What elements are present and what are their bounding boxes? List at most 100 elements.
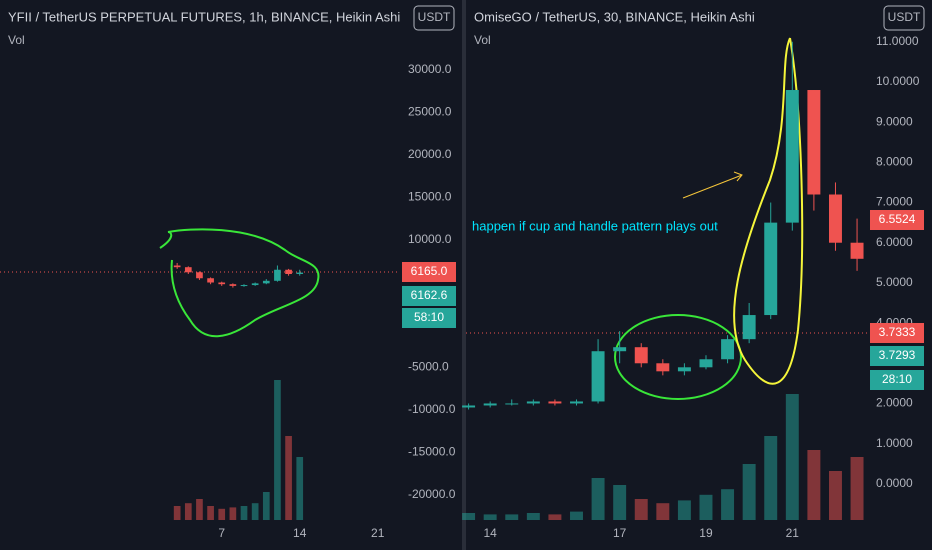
price-tag [402, 308, 456, 328]
y-tick-label: 0.0000 [876, 476, 913, 490]
currency-badge[interactable] [413, 5, 455, 31]
volume-bar [591, 478, 605, 520]
candle-body [251, 283, 259, 286]
volume-bar [483, 514, 497, 520]
volume-bar [807, 450, 821, 520]
volume-bar [828, 471, 842, 520]
chart-title: OmiseGO / TetherUS, 30, BINANCE, Heikin … [474, 9, 755, 24]
panel-separator [462, 0, 466, 550]
annotation: happen if cup and handle pattern plays o… [472, 218, 718, 233]
candle-body [548, 401, 562, 404]
y-tick-label: 25000.0 [408, 105, 452, 119]
drawing [159, 228, 320, 338]
volume-bar [742, 464, 756, 520]
candle-body [613, 347, 627, 352]
candle-body [262, 280, 270, 284]
volume-bar [240, 506, 248, 520]
candle-body [699, 359, 713, 368]
x-tick-label: 7 [218, 526, 225, 540]
price-tag [870, 370, 924, 390]
candle-body [828, 194, 842, 243]
volume-bar [196, 499, 203, 520]
volume-bar [229, 507, 237, 520]
candle-body [742, 315, 756, 340]
candle-body [218, 282, 226, 285]
drawing [733, 37, 804, 385]
y-tick-label: 11.0000 [876, 34, 919, 48]
drawing [614, 314, 742, 400]
y-tick-label: 5.0000 [876, 275, 913, 289]
candle-body [764, 222, 778, 316]
volume-label: Vol [474, 33, 491, 47]
y-tick-label: -20000.0 [408, 487, 456, 501]
price-tag [870, 346, 924, 366]
y-tick-label: 9.0000 [876, 114, 913, 128]
volume-bar [296, 457, 304, 520]
price-tag-label: 58:10 [414, 310, 444, 324]
candle-body [462, 405, 476, 408]
y-tick-label: 1.0000 [876, 436, 913, 450]
volume-bar [173, 506, 181, 520]
volume-bar [218, 508, 226, 520]
candle-body [240, 285, 248, 287]
candle-body [656, 363, 670, 372]
volume-bar [677, 500, 691, 520]
candle-body [850, 242, 864, 259]
volume-bar [207, 506, 214, 520]
volume-bar [764, 436, 778, 520]
y-tick-label: 15000.0 [408, 190, 452, 204]
volume-bar [505, 514, 519, 520]
candle-body [173, 265, 181, 268]
price-tag-label: 3.7333 [879, 325, 916, 339]
volume-bar [274, 380, 281, 520]
x-tick-label: 17 [613, 526, 627, 540]
volume-bar [699, 494, 713, 520]
price-tag [402, 286, 456, 306]
x-tick-label: 14 [483, 526, 497, 540]
candle-body [505, 403, 519, 405]
volume-bar [548, 514, 562, 520]
volume-bar [251, 503, 259, 520]
volume-bar [785, 394, 799, 520]
currency-label: USDT [888, 10, 921, 24]
chart-title: YFII / TetherUS PERPETUAL FUTURES, 1h, B… [8, 9, 400, 24]
y-tick-label: 20000.0 [408, 147, 452, 161]
price-tag-label: 6162.6 [411, 288, 448, 302]
volume-bar [721, 489, 735, 520]
price-tag [402, 262, 456, 282]
volume-bar [850, 457, 864, 520]
y-tick-label: -15000.0 [408, 445, 456, 459]
candle-body [229, 284, 237, 286]
currency-badge[interactable] [883, 5, 925, 31]
price-tag-label: 6.5524 [879, 212, 916, 226]
x-tick-label: 21 [786, 526, 800, 540]
candle-body [296, 272, 304, 274]
price-tag-label: 6165.0 [411, 264, 448, 278]
candle-body [483, 403, 497, 406]
candle-body [207, 278, 214, 283]
y-tick-label: 2.0000 [876, 396, 913, 410]
volume-bar [526, 513, 540, 520]
candle-body [677, 367, 691, 372]
volume-bar [184, 503, 192, 520]
volume-bar [570, 511, 583, 520]
volume-bar [656, 503, 670, 520]
candle-body [274, 269, 281, 281]
price-tag-label: 28:10 [882, 372, 912, 386]
candle-body [184, 267, 192, 273]
candle-body [807, 90, 821, 195]
y-tick-label: 7.0000 [876, 195, 913, 209]
volume-bar [285, 436, 292, 520]
y-tick-label: -5000.0 [408, 360, 449, 374]
volume-bar [262, 492, 270, 520]
candle-body [526, 401, 540, 404]
candle-body [196, 272, 203, 279]
candle-body [721, 339, 735, 360]
y-tick-label: 8.0000 [876, 155, 913, 169]
candle-body [634, 347, 648, 364]
y-tick-label: -10000.0 [408, 402, 456, 416]
y-tick-label: 10000.0 [408, 232, 452, 246]
y-tick-label: 30000.0 [408, 62, 452, 76]
price-tag [870, 210, 924, 230]
price-tag-label: 3.7293 [879, 348, 916, 362]
